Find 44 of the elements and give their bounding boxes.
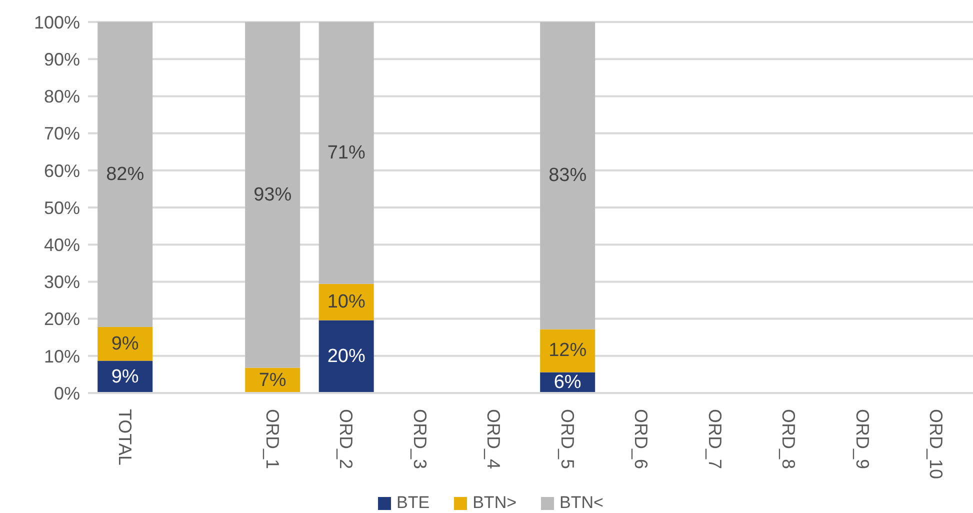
x-tick-label: TOTAL: [114, 409, 135, 466]
data-label: 93%: [254, 184, 292, 206]
bar: [98, 22, 153, 327]
y-tick-label: 90%: [44, 49, 80, 70]
data-label: 12%: [548, 340, 587, 362]
data-label: 6%: [554, 372, 582, 394]
bar: [318, 22, 374, 284]
y-tick-label: 50%: [44, 198, 80, 218]
data-label: 82%: [106, 164, 144, 185]
y-tick-label: 40%: [44, 234, 80, 255]
x-tick-label: ORD_8: [778, 409, 799, 470]
bar: [540, 329, 596, 372]
y-tick-label: 30%: [44, 272, 80, 292]
y-tick-label: 70%: [44, 124, 80, 144]
x-tick-label: ORD_2: [336, 409, 356, 470]
bar: [318, 284, 374, 320]
x-tick-label: ORD_3: [410, 409, 430, 470]
bar: [318, 320, 374, 393]
data-label: 10%: [327, 292, 366, 313]
y-tick-label: 100%: [34, 12, 80, 32]
y-tick-label: 20%: [44, 309, 80, 330]
x-tick-label: ORD_1: [262, 409, 282, 470]
x-tick-label: ORD_7: [704, 409, 725, 470]
x-tick-label: ORD_10: [926, 409, 946, 480]
data-label: 9%: [111, 366, 139, 388]
legend-label: BTN>: [472, 493, 517, 513]
legend-label: BTE: [396, 493, 430, 513]
y-tick-label: 60%: [44, 160, 80, 181]
x-tick-label: ORD_9: [852, 409, 872, 470]
data-label: 83%: [548, 165, 587, 186]
x-tick-label: ORD_4: [484, 409, 504, 470]
data-label: 7%: [258, 370, 286, 391]
data-label: 9%: [111, 333, 139, 354]
data-label: 20%: [327, 346, 366, 368]
x-tick-label: ORD_5: [557, 409, 578, 470]
y-tick-label: 80%: [44, 86, 80, 107]
data-label: 71%: [327, 142, 366, 164]
x-tick-label: ORD_6: [631, 409, 652, 470]
bar: [540, 22, 596, 330]
y-tick-label: 0%: [54, 383, 80, 404]
legend-label: BTN<: [558, 493, 604, 513]
y-tick-label: 10%: [44, 346, 80, 366]
bar: [98, 326, 153, 361]
bar: [245, 22, 300, 368]
